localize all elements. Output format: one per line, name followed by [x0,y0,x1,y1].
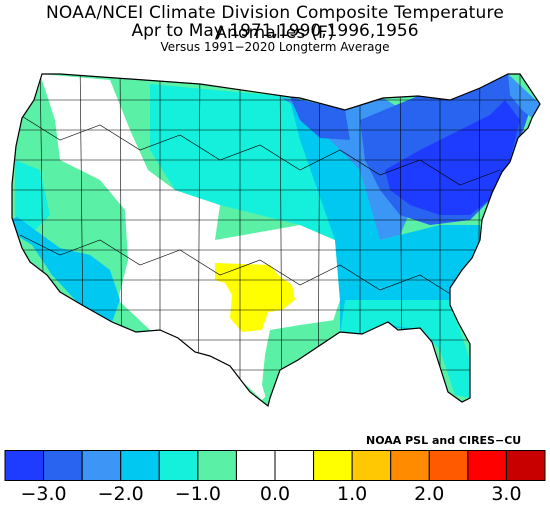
legend-swatch-10 [390,450,430,481]
legend-swatch-13 [505,450,546,481]
region-northeast-core [385,100,520,215]
legend-swatch-0 [4,450,45,481]
legend-swatch-12 [467,450,507,481]
legend-swatch-7 [274,450,315,481]
legend-swatch-6 [235,450,276,481]
legend-swatch-1 [43,450,83,481]
region-northern-plains [150,84,360,240]
map-period: Apr to May 1971,1990,1996,1956 [131,21,419,41]
legend-swatch-2 [81,450,122,481]
legend-swatch-8 [313,450,353,481]
legend-swatch-11 [428,450,469,481]
us-climate-division-map [11,73,541,408]
region-maine [508,74,540,118]
region-norcal-teal [15,160,50,230]
region-southwest-cyan [12,215,120,322]
legend-swatch-9 [351,450,392,481]
color-legend [4,450,546,481]
region-gulf-teal [340,300,470,398]
map-credit: NOAA PSL and CIRES−CU [366,434,522,447]
map-title: NOAA/NCEI Climate Division Composite Tem… [46,3,504,43]
legend-tick-label-3: 0.0 [259,483,291,505]
legend-tick-label-4: 1.0 [337,483,368,505]
legend-tick-label-2: −1.0 [174,483,221,505]
legend-tick-label-5: 2.0 [414,483,445,505]
us-outline [11,73,541,408]
region-texas-coast [262,320,335,405]
legend-tick-label-6: 3.0 [491,483,522,505]
legend-swatch-5 [197,450,237,481]
legend-tick-label-0: −3.0 [20,483,67,505]
map-subtitle: Versus 1991−2020 Longterm Average [160,40,390,54]
legend-tick-label-1: −2.0 [97,483,144,505]
legend-swatch-4 [158,450,199,481]
legend-swatch-3 [120,450,160,481]
